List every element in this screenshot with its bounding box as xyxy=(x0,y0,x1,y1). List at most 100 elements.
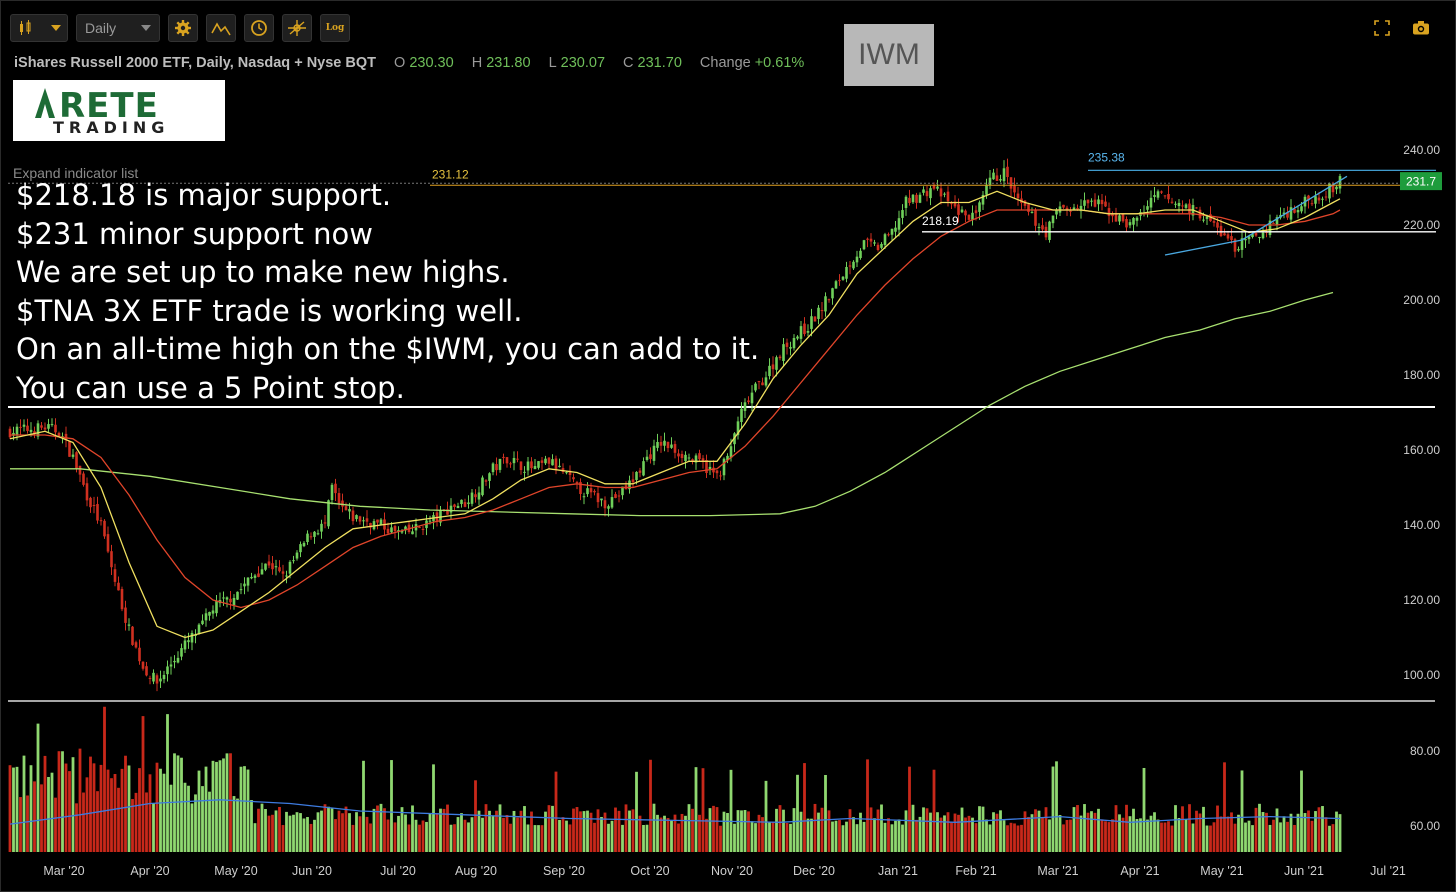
volume-bar xyxy=(761,817,764,852)
candle-body xyxy=(421,528,425,530)
volume-bar xyxy=(684,815,687,852)
candle-body xyxy=(372,521,376,530)
volume-bar xyxy=(733,823,736,852)
clock-icon xyxy=(251,20,267,36)
candle-body xyxy=(663,440,666,446)
candle-body xyxy=(722,458,726,476)
volume-bar xyxy=(918,816,922,852)
fullscreen-icon[interactable] xyxy=(1374,20,1390,36)
volume-bar xyxy=(1338,814,1342,852)
volume-bar xyxy=(229,753,232,852)
candle-body xyxy=(169,664,173,667)
volume-bar xyxy=(509,823,512,852)
candle-body xyxy=(981,194,985,205)
expand-indicator-list[interactable]: Expand indicator list xyxy=(13,165,139,181)
candle-body xyxy=(85,483,89,501)
volume-bar xyxy=(789,823,792,852)
candle-body xyxy=(1146,206,1149,210)
volume-bar xyxy=(257,808,260,852)
candle-body xyxy=(131,626,134,645)
volume-bar xyxy=(554,771,558,852)
month-label: Sep '20 xyxy=(543,864,585,878)
volume-bar xyxy=(351,824,355,852)
candle-body xyxy=(418,527,421,529)
indicators-button[interactable] xyxy=(206,14,236,42)
candle-body xyxy=(964,210,967,216)
settings-button[interactable] xyxy=(168,14,198,42)
volume-bar xyxy=(96,791,99,852)
volume-bar xyxy=(1111,819,1114,852)
candle-body xyxy=(631,479,635,483)
volume-bar xyxy=(208,791,211,852)
volume-bar xyxy=(593,822,596,852)
candle-body xyxy=(1118,215,1121,222)
candle-body xyxy=(992,172,995,180)
candle-body xyxy=(75,452,78,469)
volume-bar xyxy=(334,819,337,852)
volume-bar xyxy=(495,810,498,852)
candle-body xyxy=(540,460,544,463)
clock-button[interactable] xyxy=(244,14,274,42)
volume-bar xyxy=(1009,822,1013,852)
candle-body xyxy=(957,204,960,215)
candle-body xyxy=(547,457,551,464)
note-line: $231 minor support now xyxy=(16,216,373,251)
candle-body xyxy=(523,471,526,473)
drawing-tools-button[interactable] xyxy=(282,14,312,42)
chart-type-dropdown[interactable] xyxy=(10,14,68,42)
candle-body xyxy=(1181,205,1184,207)
candle-body xyxy=(929,188,932,199)
candle-body xyxy=(1184,204,1188,208)
candle-body xyxy=(1027,204,1030,212)
candle-body xyxy=(43,427,47,430)
month-label: Jun '20 xyxy=(292,864,332,878)
volume-bar xyxy=(876,809,880,852)
candle-body xyxy=(306,533,309,543)
candle-body xyxy=(1125,219,1128,228)
volume-bar xyxy=(855,824,859,852)
volume-bar xyxy=(1321,806,1324,852)
volume-bar xyxy=(701,768,705,852)
volume-bar xyxy=(218,760,222,852)
volume-bar xyxy=(47,776,50,852)
volume-bar xyxy=(400,807,404,852)
volume-bar xyxy=(435,813,439,852)
interval-dropdown[interactable]: Daily xyxy=(76,14,160,42)
ma-slow-line xyxy=(10,291,1334,517)
month-label: Dec '20 xyxy=(793,864,835,878)
volume-bar xyxy=(82,792,85,852)
candle-body xyxy=(1226,234,1230,239)
volume-bar xyxy=(1069,819,1072,852)
candle-body xyxy=(1097,199,1100,205)
volume-bar xyxy=(1076,805,1079,852)
candle-body xyxy=(369,522,372,528)
volume-bar xyxy=(411,805,414,852)
candle-body xyxy=(1079,205,1083,212)
camera-icon[interactable] xyxy=(1412,20,1430,36)
volume-bar xyxy=(736,810,740,852)
volume-bar xyxy=(260,803,264,852)
candle-body xyxy=(456,505,460,509)
volume-bar xyxy=(904,810,908,852)
volume-bar xyxy=(747,811,750,852)
candle-body xyxy=(824,296,827,312)
candle-body xyxy=(1135,217,1139,221)
candle-body xyxy=(1198,209,1202,219)
candle-body xyxy=(246,577,250,586)
volume-bar xyxy=(1237,814,1240,852)
candle-body xyxy=(1076,208,1079,210)
volume-bar xyxy=(1006,825,1009,852)
volume-bar xyxy=(1104,821,1107,852)
volume-bar xyxy=(407,824,411,852)
volume-bar xyxy=(547,805,551,852)
candle-body xyxy=(817,307,820,319)
candle-body xyxy=(1237,249,1240,251)
volume-bar xyxy=(36,723,40,852)
log-scale-button[interactable]: Log xyxy=(320,14,350,42)
volume-bar xyxy=(838,820,841,852)
volume-bar xyxy=(292,814,295,852)
candle-body xyxy=(971,212,974,220)
volume-bar xyxy=(155,762,159,852)
candle-body xyxy=(159,678,162,682)
